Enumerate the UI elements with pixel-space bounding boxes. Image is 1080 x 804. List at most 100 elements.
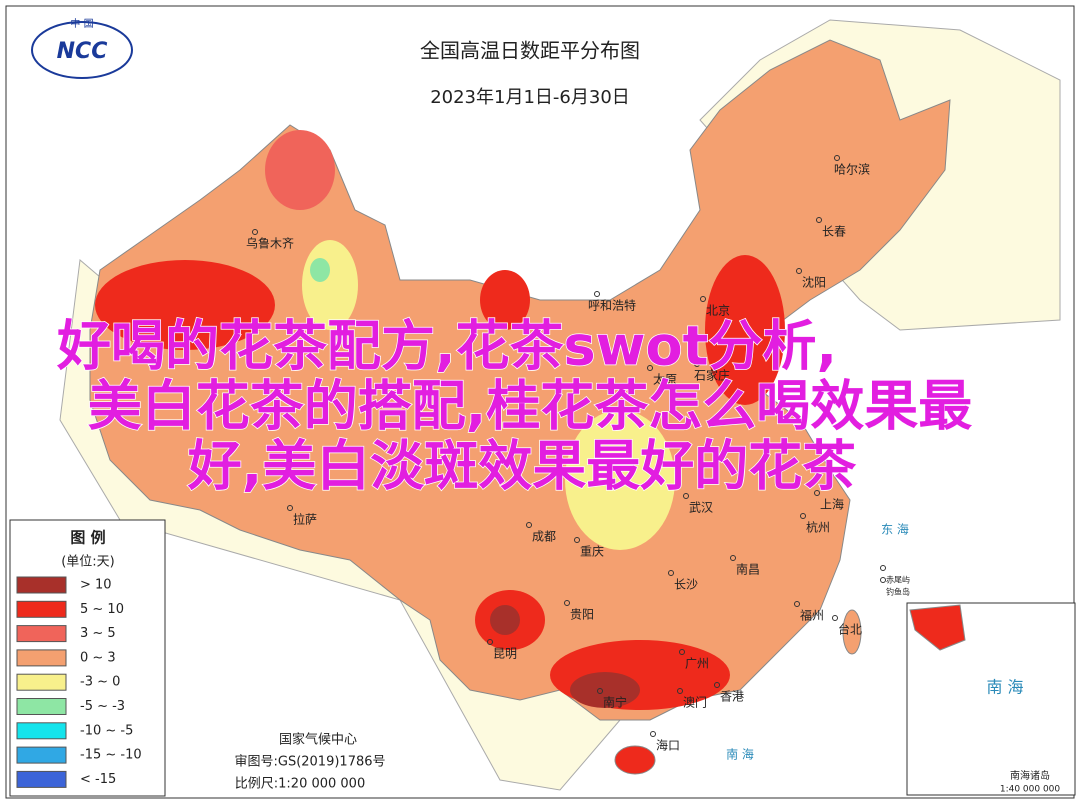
city-dot xyxy=(814,490,820,496)
city-dot xyxy=(730,555,736,561)
legend-swatch xyxy=(16,673,67,691)
logo-text: 中 国 xyxy=(70,17,93,30)
cool-zone xyxy=(565,410,675,550)
city-label: 乌鲁木齐 xyxy=(246,236,294,251)
legend-title: 图 例 xyxy=(70,529,105,547)
legend-label: < -15 xyxy=(80,772,116,787)
hot-zone xyxy=(490,605,520,635)
inset-scale: 1:40 000 000 xyxy=(1000,785,1061,795)
legend-label: -15 ~ -10 xyxy=(80,748,142,763)
legend-swatch xyxy=(16,746,67,764)
hot-zone xyxy=(95,260,275,350)
overlay-headline: 好,美白淡斑效果最好的花茶 xyxy=(187,435,858,498)
city-dot xyxy=(594,291,600,297)
hot-zone xyxy=(480,270,530,330)
sea-label: 东 海 xyxy=(881,522,909,537)
legend-label: -3 ~ 0 xyxy=(80,675,120,690)
city-label: 台北 xyxy=(838,622,862,637)
sea-label: 南 海 xyxy=(726,747,754,762)
city-label: 昆明 xyxy=(493,647,517,661)
city-label: 重庆 xyxy=(580,545,604,559)
city-label: 香港 xyxy=(720,690,744,704)
city-dot xyxy=(794,601,800,607)
legend-label: 3 ~ 5 xyxy=(80,626,116,641)
city-label: 北京 xyxy=(706,304,730,318)
inset-land xyxy=(909,604,966,651)
city-label: 拉萨 xyxy=(293,512,317,527)
city-label: 哈尔滨 xyxy=(834,162,870,177)
city-dot xyxy=(647,365,653,371)
city-dot xyxy=(816,217,822,223)
city-label: 石家庄 xyxy=(694,368,730,383)
cool-zone xyxy=(310,258,330,282)
footer-scale: 比例尺:1:20 000 000 xyxy=(235,777,365,792)
hot-zone xyxy=(265,130,335,210)
frame xyxy=(5,5,1075,799)
city-dot xyxy=(832,615,838,621)
legend-label: -10 ~ -5 xyxy=(80,723,133,738)
city-label: 杭州 xyxy=(806,520,830,535)
city-label: 上海 xyxy=(820,497,844,512)
city-dot xyxy=(694,361,700,367)
city-dot xyxy=(880,577,886,583)
city-label: 钓鱼岛 xyxy=(886,587,910,597)
logo-mark: NCC xyxy=(57,39,108,64)
city-label: 呼和浩特 xyxy=(588,298,636,313)
city-label: 广州 xyxy=(685,657,709,671)
city-label: 南昌 xyxy=(736,562,760,577)
legend-swatch xyxy=(16,600,67,618)
city-dot xyxy=(796,268,802,274)
legend-unit: (单位:天) xyxy=(61,555,115,570)
city-label: 南宁 xyxy=(603,695,627,710)
city-label: 海口 xyxy=(656,738,680,753)
city-dot xyxy=(800,513,806,519)
city-dot xyxy=(564,600,570,606)
city-dot xyxy=(700,296,706,302)
city-dot xyxy=(252,229,258,235)
city-label: 福州 xyxy=(800,608,824,623)
city-label: 赤尾屿 xyxy=(886,576,910,585)
city-label: 沈阳 xyxy=(802,275,826,290)
hot-zone xyxy=(705,255,785,405)
city-dot xyxy=(677,688,683,694)
legend-label: -5 ~ -3 xyxy=(80,699,125,714)
footer-agency: 国家气候中心 xyxy=(279,732,357,748)
legend-swatch xyxy=(16,770,67,788)
city-dot xyxy=(487,639,493,645)
city-label: 澳门 xyxy=(683,695,707,710)
city-dot xyxy=(683,493,689,499)
city-dot xyxy=(574,537,580,543)
city-dot xyxy=(668,570,674,576)
city-dot xyxy=(650,731,656,737)
city-dot xyxy=(880,565,886,571)
inset-title: 南海诸岛 xyxy=(1010,769,1050,782)
overlay-headline: 美白花茶的搭配,桂花茶怎么喝效果最 xyxy=(88,375,973,438)
legend-swatch xyxy=(16,576,67,594)
overlay-headline: 好喝的花茶配方,花茶swot分析, xyxy=(56,315,837,378)
city-dot xyxy=(287,505,293,511)
map-title: 全国高温日数距平分布图 xyxy=(420,39,640,63)
city-dot xyxy=(679,649,685,655)
city-label: 长春 xyxy=(822,225,846,239)
legend-swatch xyxy=(16,722,67,740)
footer-approval: 审图号:GS(2019)1786号 xyxy=(234,755,385,770)
city-dot xyxy=(526,522,532,528)
city-label: 贵阳 xyxy=(570,608,594,622)
city-label: 成都 xyxy=(532,530,556,544)
city-label: 武汉 xyxy=(689,501,713,515)
logo-ring xyxy=(31,21,133,79)
inset-sea: 南 海 xyxy=(986,678,1023,697)
legend-label: 5 ~ 10 xyxy=(80,602,124,617)
hainan xyxy=(614,745,656,775)
legend-swatch xyxy=(16,649,67,667)
legend-label: 0 ~ 3 xyxy=(80,650,116,665)
city-label: 长沙 xyxy=(674,578,698,592)
taiwan xyxy=(842,609,862,655)
legend-swatch xyxy=(16,698,67,715)
legend-swatch xyxy=(16,625,67,643)
city-label: 太原 xyxy=(653,372,677,387)
map-subtitle: 2023年1月1日-6月30日 xyxy=(430,87,630,108)
city-dot xyxy=(597,688,603,694)
legend-label: > 10 xyxy=(80,578,112,593)
